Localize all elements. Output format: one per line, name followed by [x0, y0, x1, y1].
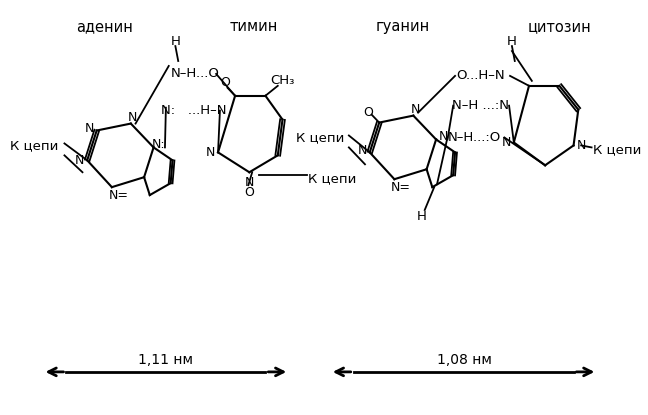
- Text: 1,08 нм: 1,08 нм: [437, 353, 492, 367]
- Text: К цепи: К цепи: [592, 143, 641, 156]
- Text: N: N: [577, 139, 586, 152]
- Text: N–H ...:N: N–H ...:N: [452, 99, 509, 112]
- Text: H: H: [507, 34, 517, 48]
- Text: H: H: [170, 34, 180, 48]
- Text: O...H–N: O...H–N: [456, 69, 505, 83]
- Text: N: N: [84, 122, 94, 135]
- Text: N: N: [358, 144, 367, 157]
- Text: К цепи: К цепи: [10, 139, 59, 152]
- Text: цитозин: цитозин: [527, 19, 591, 34]
- Text: O: O: [363, 106, 373, 119]
- Text: N: N: [245, 176, 254, 189]
- Text: N: N: [411, 103, 420, 116]
- Text: N:   ...H–N: N: ...H–N: [161, 104, 226, 117]
- Text: N–H...O: N–H...O: [171, 67, 220, 81]
- Text: К цепи: К цепи: [308, 173, 356, 186]
- Text: N: N: [502, 136, 511, 149]
- Text: O: O: [221, 76, 231, 89]
- Text: аденин: аденин: [76, 19, 133, 34]
- Text: К цепи: К цепи: [295, 131, 344, 144]
- Text: H: H: [417, 210, 427, 223]
- Text: N: N: [128, 111, 137, 124]
- Text: CH₃: CH₃: [270, 74, 295, 87]
- Text: N–H...:O: N–H...:O: [447, 131, 501, 144]
- Text: 1,11 нм: 1,11 нм: [139, 353, 193, 367]
- Text: N:: N:: [152, 138, 165, 151]
- Text: N: N: [75, 154, 84, 167]
- Text: N=: N=: [391, 181, 411, 194]
- Text: N=: N=: [108, 188, 128, 202]
- Text: гуанин: гуанин: [376, 19, 430, 34]
- Text: O: O: [244, 186, 254, 199]
- Text: тимин: тимин: [230, 19, 278, 34]
- Text: N: N: [206, 146, 215, 159]
- Text: N: N: [439, 130, 448, 143]
